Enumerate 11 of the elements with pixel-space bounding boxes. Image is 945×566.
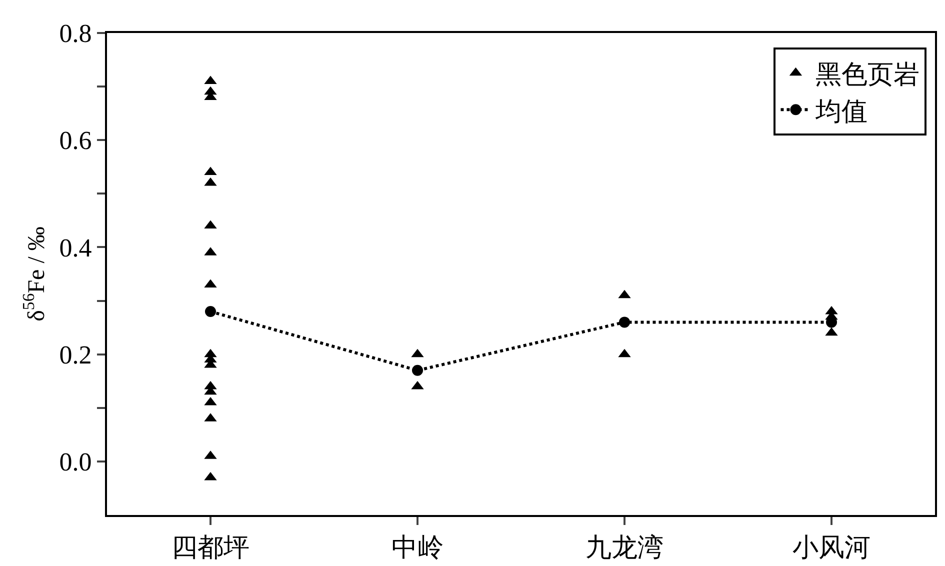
y-tick-label: 0.4 xyxy=(59,233,92,262)
x-tick-label: 小风河 xyxy=(792,533,870,562)
x-tick-label: 四都坪 xyxy=(172,533,250,562)
x-tick-label: 九龙湾 xyxy=(586,533,664,562)
legend-label: 均值 xyxy=(814,96,868,126)
y-tick-label: 0.6 xyxy=(59,126,92,156)
y-tick-label: 0.8 xyxy=(59,19,92,48)
x-tick-label: 中岭 xyxy=(392,533,444,562)
y-tick-label: 0.0 xyxy=(59,448,92,477)
y-tick-label: 0.2 xyxy=(59,340,92,370)
legend-label: 黑色页岩 xyxy=(816,60,920,89)
